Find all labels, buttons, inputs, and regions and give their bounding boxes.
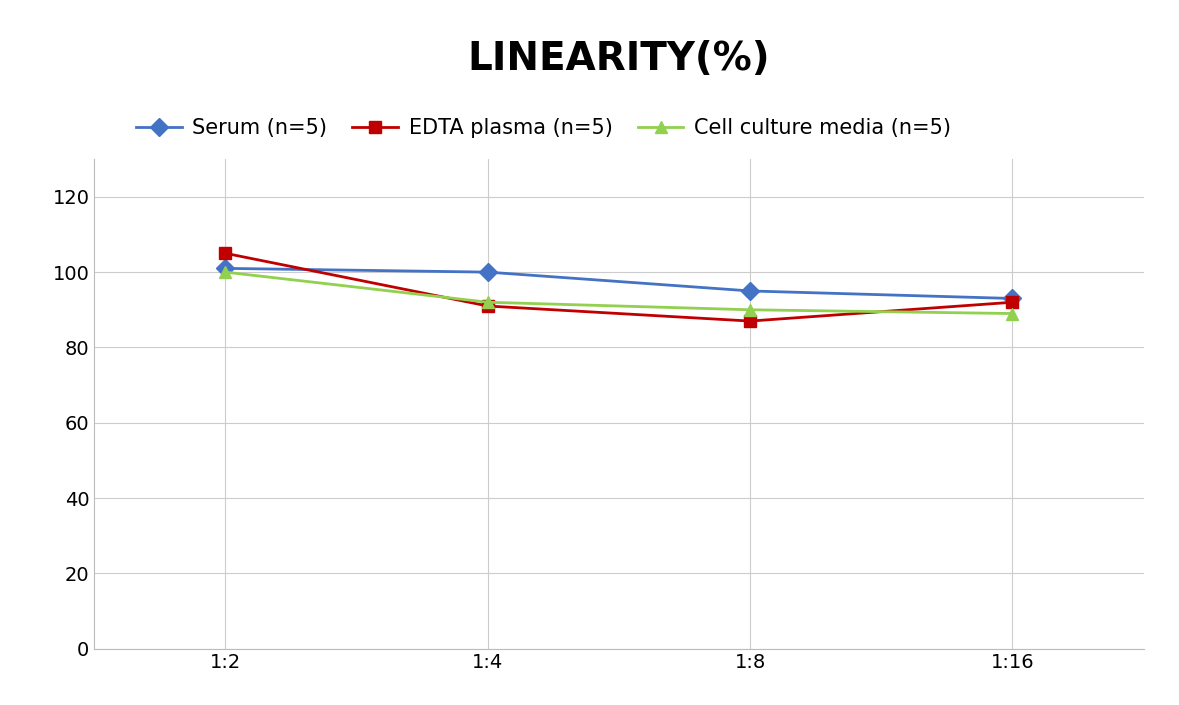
Serum (n=5) [743, 287, 757, 295]
EDTA plasma (n=5) [481, 302, 495, 310]
Line: Serum (n=5): Serum (n=5) [219, 262, 1019, 305]
EDTA plasma (n=5) [1006, 298, 1020, 307]
Cell culture media (n=5) [481, 298, 495, 307]
Serum (n=5) [1006, 294, 1020, 302]
Line: EDTA plasma (n=5): EDTA plasma (n=5) [219, 247, 1019, 327]
Cell culture media (n=5) [1006, 309, 1020, 318]
Cell culture media (n=5) [743, 305, 757, 314]
EDTA plasma (n=5) [743, 317, 757, 325]
Text: LINEARITY(%): LINEARITY(%) [468, 39, 770, 78]
EDTA plasma (n=5) [218, 249, 232, 257]
Serum (n=5) [481, 268, 495, 276]
Serum (n=5) [218, 264, 232, 273]
Line: Cell culture media (n=5): Cell culture media (n=5) [219, 266, 1019, 320]
Legend: Serum (n=5), EDTA plasma (n=5), Cell culture media (n=5): Serum (n=5), EDTA plasma (n=5), Cell cul… [137, 118, 950, 137]
Cell culture media (n=5) [218, 268, 232, 276]
